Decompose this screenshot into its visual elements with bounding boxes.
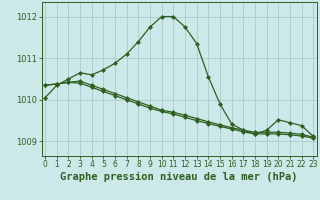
X-axis label: Graphe pression niveau de la mer (hPa): Graphe pression niveau de la mer (hPa) bbox=[60, 172, 298, 182]
